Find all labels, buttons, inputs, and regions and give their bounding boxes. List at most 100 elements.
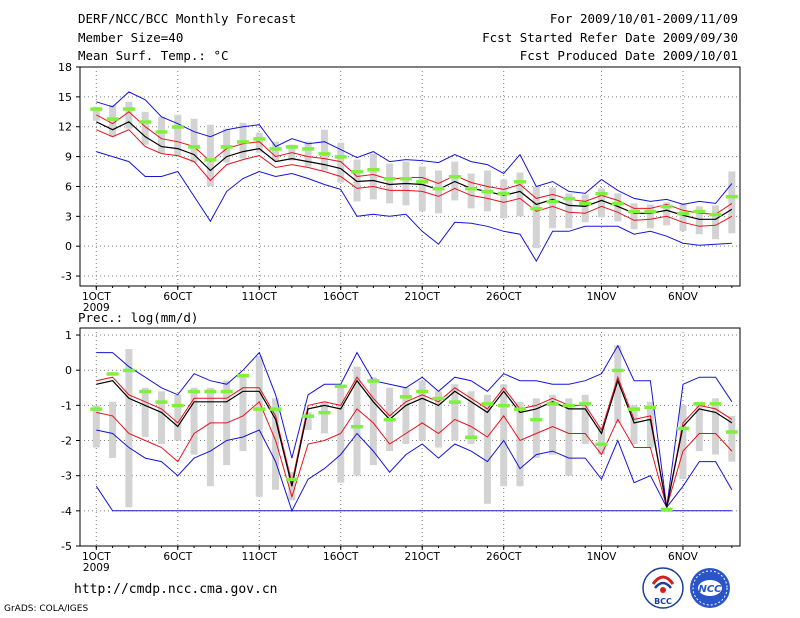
spread-lower-line xyxy=(96,129,733,227)
observed-marker xyxy=(676,211,689,216)
ensemble-box xyxy=(500,384,508,487)
x-tick-label: 6NOV xyxy=(668,291,699,303)
ensemble-box xyxy=(695,401,703,452)
ensemble-box xyxy=(712,398,720,455)
observed-marker xyxy=(351,170,364,174)
observed-marker xyxy=(236,373,249,378)
x-tick-label: 11OCT xyxy=(242,551,278,563)
panel-temperature: -3 0 3 6 9 12 15 18 1OCT 6OCT 11OCT 16OCT 21OCT 26OCT… xyxy=(58,61,741,314)
forecast-period: For 2009/10/01-2009/11/09 xyxy=(549,11,738,26)
observed-marker xyxy=(106,117,119,121)
observed-marker xyxy=(530,206,543,211)
observed-marker xyxy=(693,402,706,406)
observed-marker xyxy=(188,389,201,394)
observed-marker xyxy=(236,140,249,144)
observed-marker xyxy=(595,442,608,447)
mean-line xyxy=(96,121,733,220)
min-line xyxy=(96,429,733,513)
observed-marker xyxy=(285,145,298,149)
observed-marker xyxy=(644,405,657,410)
observed-marker xyxy=(367,168,380,172)
ensemble-box xyxy=(206,124,214,187)
observed-marker xyxy=(448,400,461,404)
ensemble-box xyxy=(679,405,687,480)
ensemble-box xyxy=(500,179,508,219)
ensemble-box xyxy=(467,173,475,209)
observed-marker xyxy=(204,158,217,162)
observed-marker xyxy=(399,176,412,181)
ensemble-box xyxy=(369,377,377,466)
observed-marker xyxy=(253,137,266,141)
ensemble-box xyxy=(532,398,540,459)
observed-marker xyxy=(709,402,722,406)
observed-marker xyxy=(709,212,722,217)
x-tick-label: 1OCT xyxy=(82,551,111,563)
ensemble-box xyxy=(418,166,426,212)
ensemble-box xyxy=(304,141,312,167)
y-tick-label: 0 xyxy=(65,240,72,253)
source-url[interactable]: http://cmdp.ncc.cma.gov.cn xyxy=(74,582,278,597)
observed-marker xyxy=(155,130,168,134)
ensemble-box xyxy=(304,412,312,430)
observed-marker xyxy=(579,201,592,206)
ensemble-box xyxy=(125,101,133,129)
y-tick-label: 0 xyxy=(65,364,72,377)
ensemble-box xyxy=(141,111,149,145)
observed-marker xyxy=(546,402,559,406)
observed-marker xyxy=(644,209,657,214)
y-tick-label: 6 xyxy=(65,180,72,193)
observed-marker xyxy=(611,368,624,373)
ensemble-box xyxy=(728,415,736,462)
ensemble-box xyxy=(239,373,247,452)
observed-marker xyxy=(481,189,494,194)
year-label: 2009 xyxy=(83,302,110,314)
y-tick-label: -5 xyxy=(61,540,72,553)
ensemble-box xyxy=(157,391,165,445)
fcst-produced-date: Fcst Produced Date 2009/10/01 xyxy=(519,48,738,63)
observed-marker xyxy=(432,186,445,191)
observed-marker xyxy=(562,403,575,408)
x-tick-label: 6NOV xyxy=(668,551,699,563)
chart-title: DERF/NCC/BCC Monthly Forecast xyxy=(78,11,297,26)
ensemble-box xyxy=(630,405,638,445)
precip-panel-title: Prec.: log(mm/d) xyxy=(78,310,198,325)
ensemble-box xyxy=(190,118,198,163)
ensemble-box xyxy=(646,401,654,448)
ensemble-box xyxy=(141,387,149,437)
ensemble-box xyxy=(679,203,687,232)
ensemble-box xyxy=(402,387,410,445)
y-tick-label: -3 xyxy=(61,470,72,483)
observed-marker xyxy=(497,191,510,196)
observed-marker xyxy=(334,384,347,389)
observed-marker xyxy=(383,176,396,181)
ensemble-box xyxy=(92,405,100,448)
ensemble-box xyxy=(353,159,361,202)
ensemble-box xyxy=(320,129,328,171)
ensemble-box xyxy=(695,206,703,235)
ensemble-box xyxy=(190,387,198,455)
ensemble-box xyxy=(712,205,720,240)
ensemble-box xyxy=(206,387,214,487)
y-tick-label: 1 xyxy=(65,329,72,342)
observed-marker xyxy=(90,107,103,111)
ensemble-box xyxy=(728,171,736,234)
observed-marker xyxy=(318,152,331,156)
fcst-started-date: Fcst Started Refer Date 2009/09/30 xyxy=(482,30,738,45)
observed-marker xyxy=(725,194,738,199)
ensemble-box xyxy=(516,401,524,487)
x-tick-label: 1OCT xyxy=(82,291,111,303)
ensemble-box xyxy=(435,170,443,214)
ensemble-box xyxy=(516,172,524,217)
observed-marker xyxy=(416,179,429,184)
ensemble-box xyxy=(614,345,622,423)
observed-marker xyxy=(546,199,559,204)
ensemble-box xyxy=(565,398,573,476)
observed-marker xyxy=(139,120,152,124)
ensemble-box xyxy=(483,394,491,504)
ensemble-box xyxy=(565,193,573,229)
observed-marker xyxy=(302,147,315,151)
ensemble-box xyxy=(272,141,280,161)
grads-credit: GrADS: COLA/IGES xyxy=(4,604,89,614)
observed-marker xyxy=(204,389,217,394)
